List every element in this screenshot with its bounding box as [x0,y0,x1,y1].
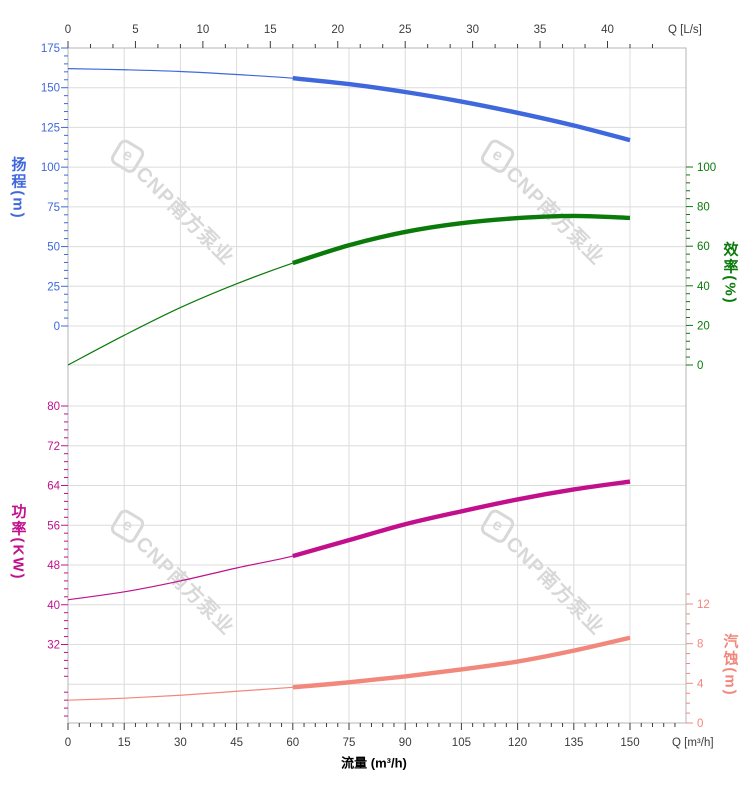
tick-label: 56 [47,520,60,532]
npsh-axis-title: 汽蚀(m) [721,633,739,697]
tick-label: 150 [41,83,60,95]
tick-label: 32 [47,640,60,652]
head-curve-duty-range [292,75,631,143]
tick-label: 4 [697,678,704,690]
efficiency-curve [67,213,631,366]
tick-label: 12 [697,599,710,611]
flow-axis-title: 流量 (m³/h) [341,755,407,771]
tick-label: 0 [697,718,703,730]
gridlines [67,47,686,723]
tick-label: 0 [697,360,703,372]
tick-label: 25 [399,24,412,36]
tick-label: 135 [564,737,583,749]
tick-label: 15 [118,737,131,749]
tick-label: 100 [41,162,60,174]
efficiency-curve-duty-range [292,213,631,266]
tick-label: Q [L/s] [668,24,702,36]
tick-label: 175 [41,43,60,55]
tick-label: 72 [47,441,60,453]
tick-label: 20 [697,320,710,332]
tick-label: 30 [174,737,187,749]
tick-label: 40 [601,24,614,36]
tick-label: Q [m³/h] [672,737,714,749]
tick-label: 60 [286,737,299,749]
tick-label: 0 [65,24,71,36]
tick-label: 105 [452,737,471,749]
tick-label: 64 [47,481,60,493]
head-axis-title: 扬程(m) [9,156,27,220]
tick-label: 45 [230,737,243,749]
tick-label: 100 [697,162,716,174]
tick-label: 35 [534,24,547,36]
tick-label: 125 [41,122,60,134]
tick-label: 15 [264,24,277,36]
tick-label: 150 [620,737,639,749]
tick-label: 0 [54,321,60,333]
tick-label: 0 [65,737,71,749]
tick-label: 120 [508,737,527,749]
power-curve [67,479,631,601]
tick-label: 48 [47,560,60,572]
efficiency-axis-title: 效率(%) [721,241,739,305]
tick-label: 90 [399,737,412,749]
head-curve [67,68,631,143]
npsh-curve [67,635,631,701]
power-curve-duty-range [292,479,631,559]
tick-label: 8 [697,639,703,651]
tick-label: 50 [47,242,60,254]
tick-label: 80 [697,202,710,214]
tick-label: 20 [331,24,344,36]
npsh-curve-duty-range [292,635,631,690]
tick-label: 60 [697,241,710,253]
tick-label: 75 [47,202,60,214]
tick-label: 80 [47,401,60,413]
tick-label: 75 [343,737,356,749]
tick-label: 10 [196,24,209,36]
tick-label: 40 [47,600,60,612]
tick-label: 30 [466,24,479,36]
plot-border [67,47,687,724]
tick-label: 25 [47,281,60,293]
tick-label: 40 [697,281,710,293]
power-axis-title: 功率(KW) [9,503,27,581]
tick-label: 5 [132,24,138,36]
